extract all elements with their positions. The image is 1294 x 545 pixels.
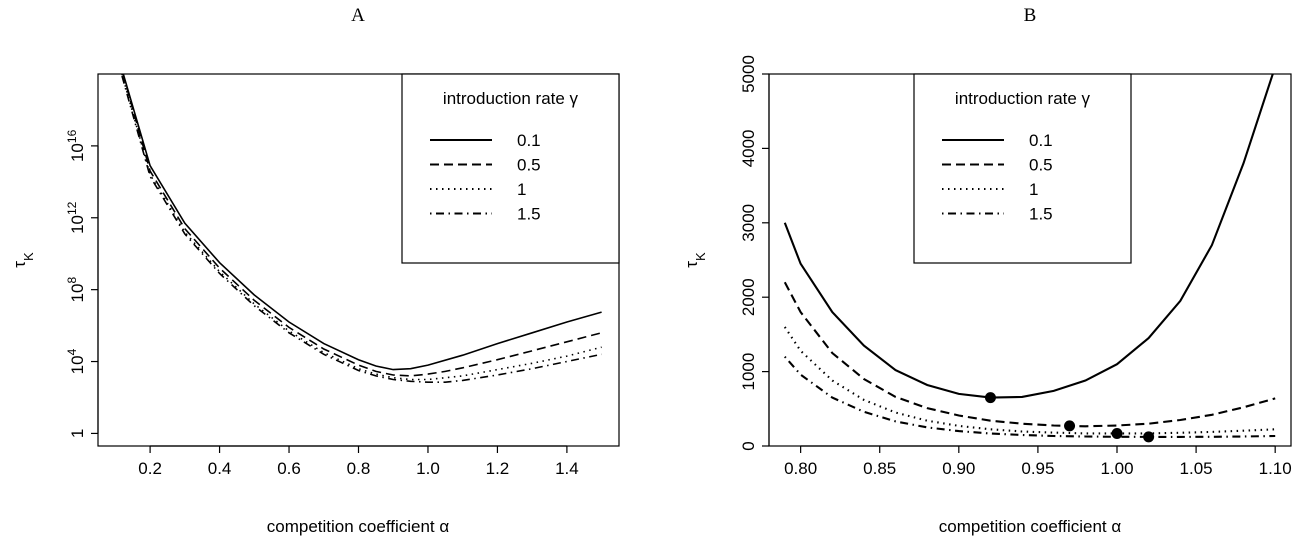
a-y-tick-label-base: 10 bbox=[68, 355, 87, 374]
a-legend-label-0-1: 0.1 bbox=[517, 131, 541, 150]
panel-a-y-label: τK bbox=[10, 252, 36, 268]
a-y-tick-label: 1 bbox=[68, 429, 87, 438]
a-y-tick-label-exponent: 4 bbox=[65, 348, 79, 355]
a-y-tick-label: 1016 bbox=[65, 129, 87, 162]
panel-a-legend: introduction rate γ 0.1 0.5 1 1.5 bbox=[401, 73, 620, 264]
a-y-tick-label-base: 10 bbox=[68, 215, 87, 234]
b-series-line-1 bbox=[783, 326, 1276, 435]
b-y-tick-label: 0 bbox=[739, 441, 758, 450]
panel-a-y-label-main: τ bbox=[10, 261, 29, 268]
b-series-line-0-1 bbox=[783, 74, 1274, 399]
a-y-tick-label: 104 bbox=[65, 348, 87, 374]
a-series-line-1-5 bbox=[120, 74, 602, 384]
a-legend-label-0-5: 0.5 bbox=[517, 156, 541, 175]
panel-a: A 0.2 0.4 0.6 0.8 1.0 1.2 1.4 110410810121016 … bbox=[10, 5, 620, 536]
a-y-tick-label-base: 10 bbox=[68, 284, 87, 303]
panel-a-label: A bbox=[351, 5, 365, 26]
panel-b-x-axis: 0.80 0.85 0.90 0.95 1.00 1.05 1.10 bbox=[784, 445, 1292, 478]
panel-b-legend: introduction rate γ 0.1 0.5 1 1.5 bbox=[913, 73, 1132, 264]
panel-b-series bbox=[783, 74, 1276, 443]
b-y-tick-label: 3000 bbox=[739, 204, 758, 242]
a-y-tick-label-exponent: 16 bbox=[65, 129, 79, 143]
panel-b-y-label: τK bbox=[682, 252, 708, 268]
b-x-tick-label: 0.90 bbox=[942, 459, 975, 478]
panel-b-x-label: competition coefficient α bbox=[939, 517, 1122, 536]
b-x-tick-label: 1.05 bbox=[1180, 459, 1213, 478]
b-y-tick-label: 2000 bbox=[739, 278, 758, 316]
b-legend-label-0-1: 0.1 bbox=[1029, 131, 1053, 150]
b-legend-label-0-5: 0.5 bbox=[1029, 156, 1053, 175]
a-series-line-0-1 bbox=[122, 74, 602, 371]
b-legend-label-1: 1 bbox=[1029, 180, 1038, 199]
a-y-tick-label-exponent: 12 bbox=[65, 201, 79, 215]
a-y-tick-label: 108 bbox=[65, 277, 87, 303]
a-legend-label-1: 1 bbox=[517, 180, 526, 199]
b-x-tick-label: 1.10 bbox=[1259, 459, 1292, 478]
a-legend-title: introduction rate γ bbox=[443, 89, 579, 108]
b-y-tick-label: 5000 bbox=[739, 55, 758, 93]
b-y-tick-label: 1000 bbox=[739, 353, 758, 391]
panel-a-y-label-sub: K bbox=[21, 252, 36, 261]
a-x-tick-label: 0.2 bbox=[138, 459, 162, 478]
a-y-tick-label: 1012 bbox=[65, 201, 87, 234]
b-x-tick-label: 0.95 bbox=[1021, 459, 1054, 478]
panel-b-y-label-main: τ bbox=[682, 261, 701, 268]
a-x-tick-label: 0.6 bbox=[277, 459, 301, 478]
a-x-tick-label: 1.4 bbox=[555, 459, 579, 478]
b-minimum-point-1-5 bbox=[1143, 431, 1155, 443]
b-legend-label-1-5: 1.5 bbox=[1029, 205, 1053, 224]
b-series-line-1-5 bbox=[784, 356, 1276, 438]
b-minimum-point-0-5 bbox=[1064, 420, 1076, 432]
b-minimum-point-0-1 bbox=[984, 392, 996, 404]
b-x-tick-label: 1.00 bbox=[1100, 459, 1133, 478]
b-legend-title: introduction rate γ bbox=[955, 89, 1091, 108]
panel-a-series bbox=[120, 74, 602, 384]
b-minimum-point-1 bbox=[1111, 428, 1123, 440]
a-legend-label-1-5: 1.5 bbox=[517, 205, 541, 224]
b-x-tick-label: 0.85 bbox=[863, 459, 896, 478]
b-legend-box bbox=[913, 73, 1132, 264]
a-x-tick-label: 1.2 bbox=[486, 459, 510, 478]
panel-b-label: B bbox=[1024, 5, 1037, 26]
panel-b-y-label-sub: K bbox=[693, 252, 708, 261]
panel-a-x-axis: 0.2 0.4 0.6 0.8 1.0 1.2 1.4 bbox=[138, 445, 579, 478]
a-x-tick-label: 0.8 bbox=[347, 459, 371, 478]
a-y-tick-label-base: 1 bbox=[68, 429, 87, 438]
panel-b: B 0.80 0.85 0.90 0.95 1.00 1.05 1.10 0 1000 2000… bbox=[682, 5, 1292, 536]
a-x-tick-label: 1.0 bbox=[416, 459, 440, 478]
b-x-tick-label: 0.80 bbox=[784, 459, 817, 478]
panel-b-y-axis: 0 1000 2000 3000 4000 5000 bbox=[739, 55, 770, 451]
panel-a-x-label: competition coefficient α bbox=[267, 517, 450, 536]
a-series-line-0-5 bbox=[122, 74, 602, 377]
b-y-tick-label: 4000 bbox=[739, 129, 758, 167]
a-y-tick-label-base: 10 bbox=[68, 143, 87, 162]
a-y-tick-label-exponent: 8 bbox=[65, 277, 79, 284]
b-series-line-0-5 bbox=[783, 281, 1276, 428]
a-x-tick-label: 0.4 bbox=[208, 459, 232, 478]
a-legend-box bbox=[401, 73, 620, 264]
